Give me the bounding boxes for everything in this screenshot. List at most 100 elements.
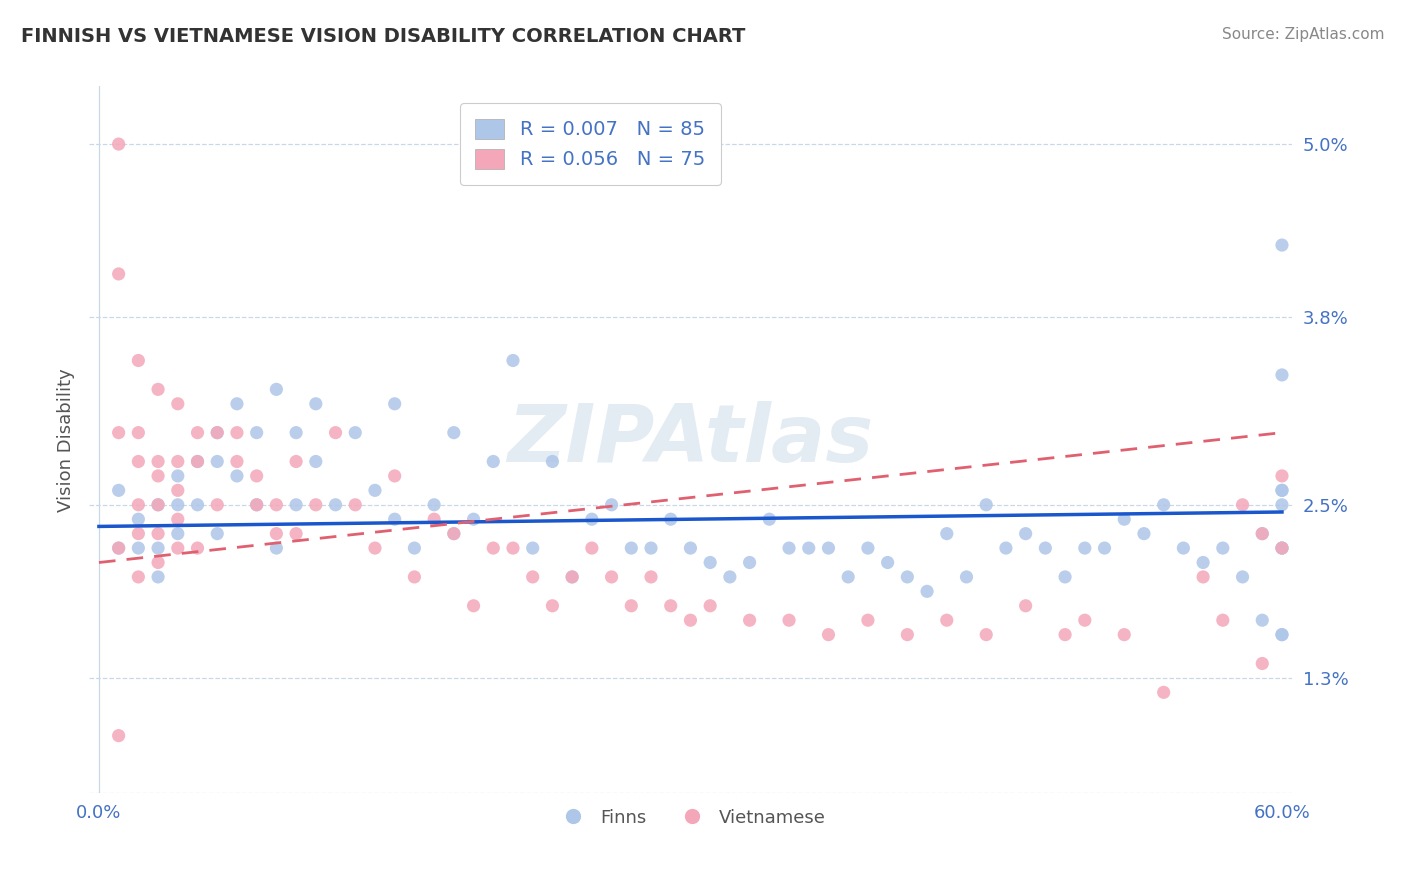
Point (207, 498, 229, 512)
Point (186, 541, 208, 555)
Point (166, 512, 188, 526)
Point (285, 425, 308, 440)
Point (1251, 526, 1274, 541)
Point (404, 541, 426, 555)
Point (1133, 526, 1156, 541)
Point (186, 425, 208, 440)
Point (620, 599, 643, 613)
Point (699, 556, 721, 570)
Text: ZIPAtlas: ZIPAtlas (508, 401, 873, 479)
Point (266, 526, 288, 541)
Point (146, 498, 169, 512)
Point (738, 613, 761, 627)
Point (226, 425, 249, 440)
Point (561, 570, 583, 584)
Point (817, 627, 839, 641)
Point (896, 570, 918, 584)
Point (1251, 613, 1274, 627)
Point (1153, 685, 1175, 699)
Point (876, 556, 898, 570)
Point (127, 353, 149, 368)
Point (285, 454, 308, 468)
Point (679, 613, 702, 627)
Point (266, 541, 288, 555)
Point (285, 526, 308, 541)
Point (207, 425, 229, 440)
Legend: Finns, Vietnamese: Finns, Vietnamese (548, 801, 832, 834)
Point (1192, 556, 1215, 570)
Point (325, 498, 347, 512)
Point (1271, 541, 1294, 555)
Point (127, 570, 149, 584)
Point (246, 425, 269, 440)
Point (364, 541, 387, 555)
Point (166, 526, 188, 541)
Point (305, 454, 328, 468)
Point (797, 541, 820, 555)
Point (679, 541, 702, 555)
Point (443, 425, 465, 440)
Point (1271, 627, 1294, 641)
Point (166, 454, 188, 468)
Point (640, 570, 662, 584)
Point (146, 556, 169, 570)
Point (856, 613, 879, 627)
Point (344, 498, 367, 512)
Point (1212, 541, 1234, 555)
Point (1271, 627, 1294, 641)
Point (955, 570, 977, 584)
Point (207, 454, 229, 468)
Point (127, 526, 149, 541)
Point (541, 454, 564, 468)
Point (778, 541, 800, 555)
Point (186, 498, 208, 512)
Point (463, 512, 485, 526)
Point (325, 425, 347, 440)
Point (146, 382, 169, 396)
Point (146, 454, 169, 468)
Point (404, 570, 426, 584)
Point (266, 382, 288, 396)
Point (1094, 541, 1116, 555)
Point (107, 137, 129, 152)
Point (1212, 613, 1234, 627)
Point (522, 541, 544, 555)
Point (107, 483, 129, 498)
Point (561, 570, 583, 584)
Point (166, 397, 188, 411)
Point (226, 397, 249, 411)
Point (166, 498, 188, 512)
Point (1114, 512, 1136, 526)
Point (1271, 483, 1294, 498)
Point (285, 498, 308, 512)
Point (186, 454, 208, 468)
Point (640, 541, 662, 555)
Point (1271, 238, 1294, 252)
Point (364, 483, 387, 498)
Point (856, 541, 879, 555)
Point (1074, 613, 1097, 627)
Point (974, 498, 997, 512)
Point (463, 599, 485, 613)
Point (127, 425, 149, 440)
Point (718, 570, 741, 584)
Point (384, 512, 406, 526)
Point (1192, 570, 1215, 584)
Point (107, 425, 129, 440)
Point (1074, 541, 1097, 555)
Point (344, 425, 367, 440)
Point (896, 627, 918, 641)
Point (1271, 498, 1294, 512)
Point (1232, 498, 1254, 512)
Point (1014, 526, 1036, 541)
Point (107, 541, 129, 555)
Point (1035, 541, 1057, 555)
Point (1271, 368, 1294, 382)
Point (659, 599, 682, 613)
Point (581, 541, 603, 555)
Point (423, 498, 446, 512)
Point (817, 541, 839, 555)
Point (1271, 483, 1294, 498)
Point (146, 541, 169, 555)
Point (305, 397, 328, 411)
